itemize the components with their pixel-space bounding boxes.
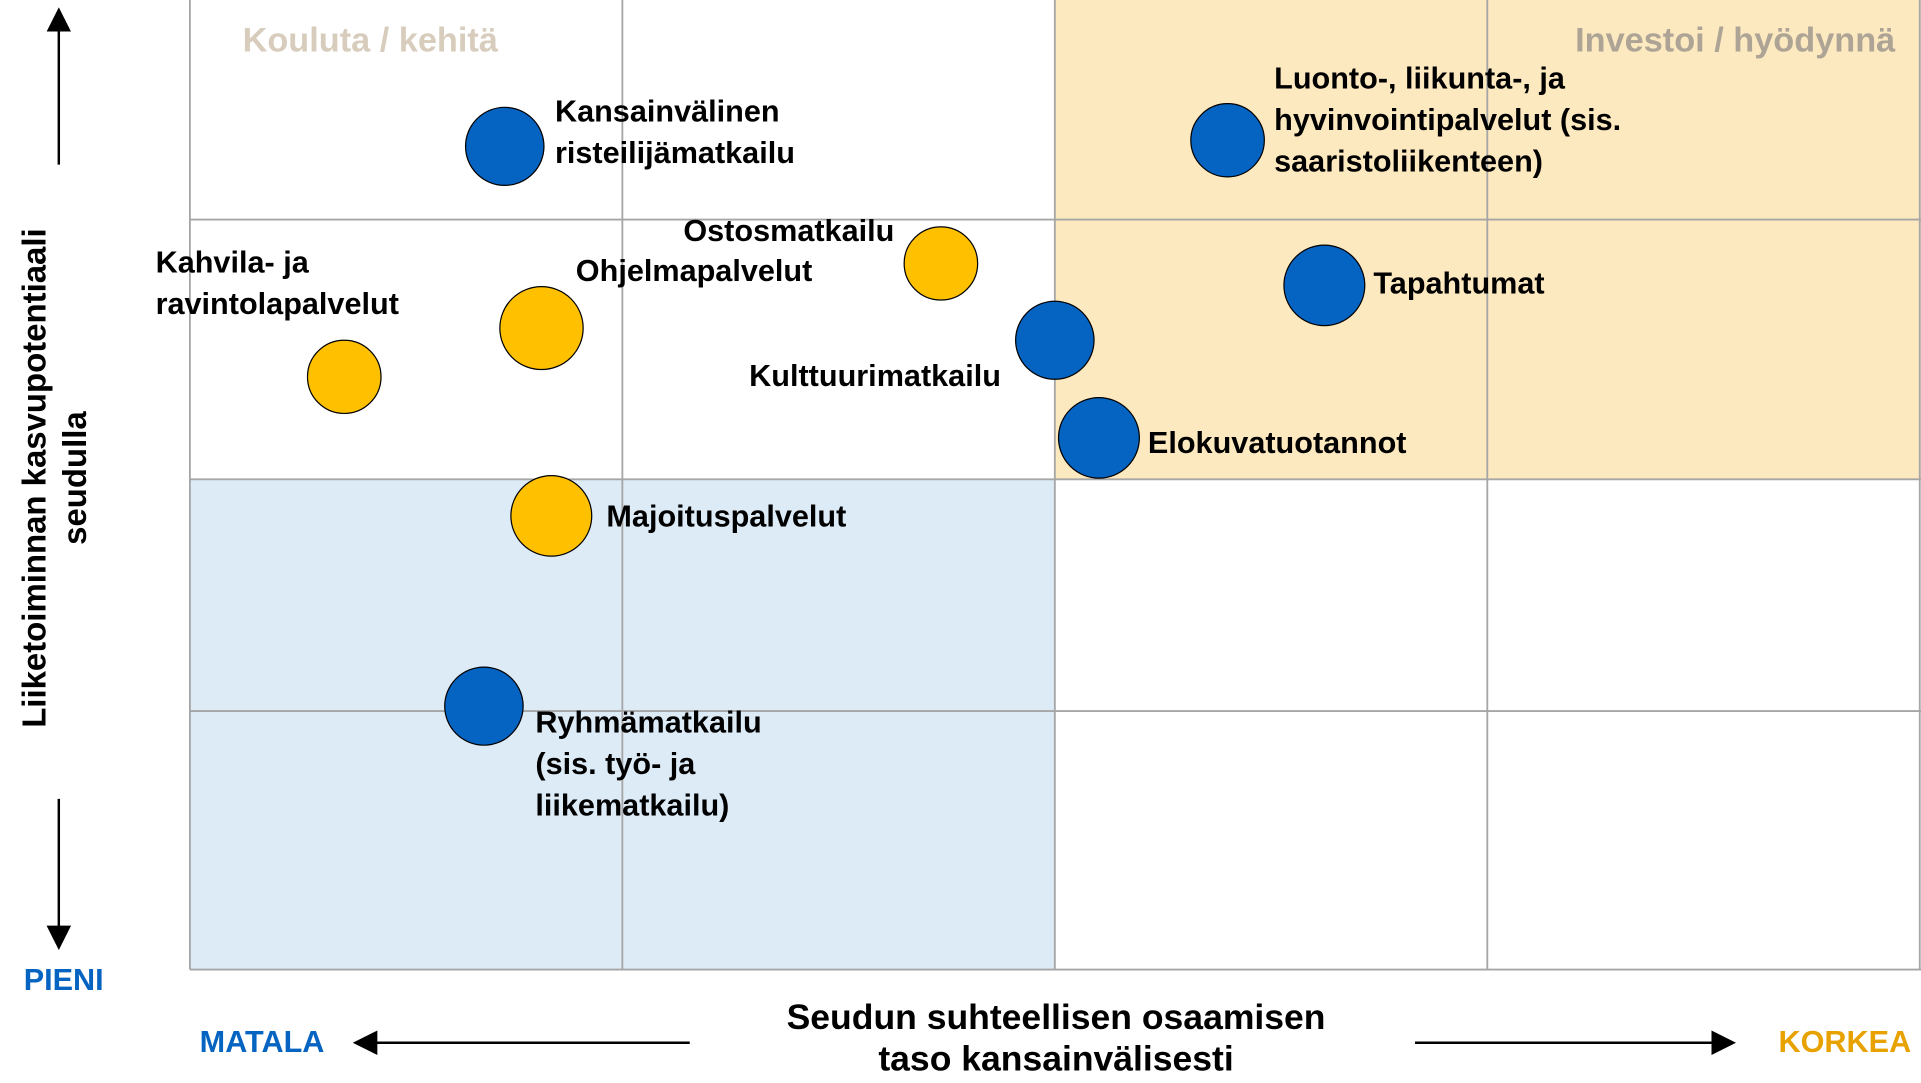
- quadrant-label: Kouluta / kehitä: [243, 22, 499, 60]
- node-bubble: [903, 226, 979, 301]
- node-bubble: [464, 106, 545, 186]
- x-axis-label: taso kansainvälisesti: [878, 1038, 1233, 1078]
- node-bubble: [510, 475, 593, 557]
- node-label: Kulttuurimatkailu: [749, 359, 1001, 393]
- node-label: Ohjelmapalvelut: [576, 254, 813, 288]
- node-bubble: [444, 666, 524, 746]
- node-bubble: [306, 339, 382, 415]
- y-low: PIENI: [24, 963, 104, 997]
- node-label: ravintolapalvelut: [156, 287, 399, 321]
- node-label: (sis. työ- ja: [535, 747, 696, 781]
- x-axis-label: Seudun suhteellisen osaamisen: [787, 997, 1326, 1037]
- node-label: Kansainvälinen: [555, 95, 780, 129]
- x-high: KORKEA: [1779, 1025, 1912, 1059]
- node-label: Tapahtumat: [1373, 266, 1544, 300]
- node-bubble: [1283, 244, 1366, 327]
- node-label: risteilijämatkailu: [555, 136, 795, 170]
- node-label: Elokuvatuotannot: [1148, 426, 1407, 460]
- node-bubble: [1057, 396, 1140, 479]
- node-label: hyvinvointipalvelut (sis.: [1274, 103, 1621, 137]
- node-label: Ryhmämatkailu: [535, 706, 761, 740]
- node-label: Luonto-, liikunta-, ja: [1274, 62, 1566, 96]
- x-low: MATALA: [200, 1025, 325, 1059]
- node-bubble: [499, 285, 584, 371]
- node-label: Ostosmatkailu: [683, 214, 894, 248]
- y-axis-label: seudulla: [56, 411, 93, 545]
- node-label: Kahvila- ja: [156, 246, 310, 280]
- quadrant-label: Investoi / hyödynnä: [1575, 22, 1896, 60]
- node-label: saaristoliikenteen): [1274, 145, 1543, 179]
- y-axis-label: Liiketoiminnan kasvupotentiaali: [15, 228, 52, 727]
- node-label: liikematkailu): [535, 788, 729, 822]
- node-label: Majoituspalvelut: [606, 499, 846, 533]
- node-bubble: [1190, 103, 1265, 178]
- node-bubble: [1015, 300, 1095, 380]
